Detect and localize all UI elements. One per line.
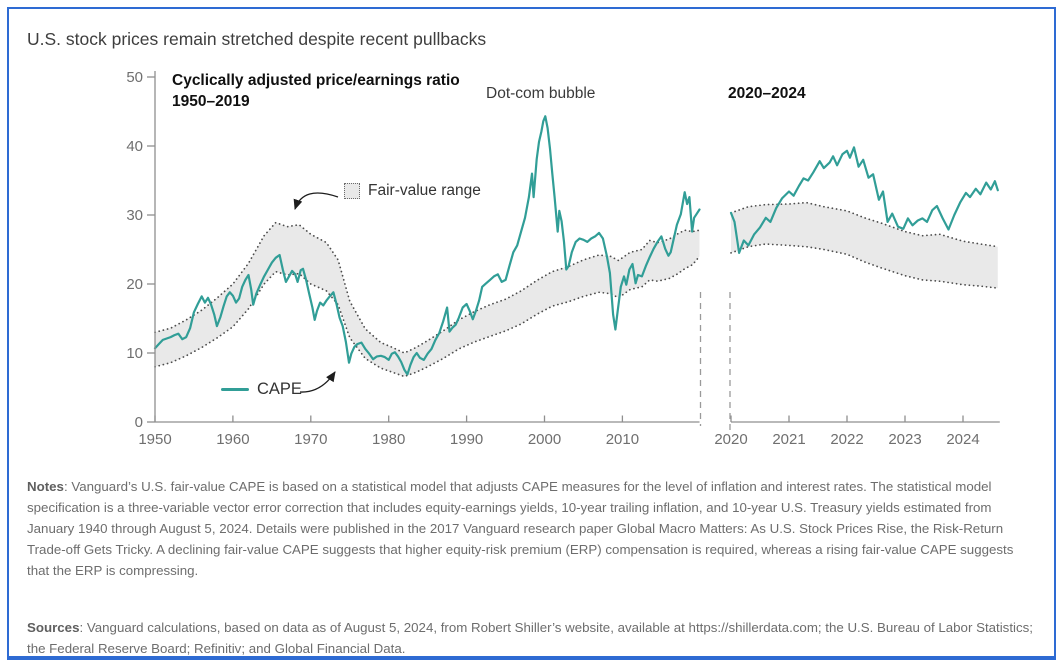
x-tick-label: 1980 (372, 431, 405, 448)
fair-value-band-fill (731, 202, 998, 289)
panel-break-dashed-lines (699, 292, 731, 434)
y-tick-label: 50 (126, 69, 143, 86)
y-tick-label: 0 (135, 414, 143, 431)
fair-value-band-top-dotted-edge (154, 221, 701, 354)
sources-paragraph: Sources: Vanguard calculations, based on… (27, 617, 1035, 659)
fair-value-band-left-panel (154, 221, 701, 378)
x-tick-label: 2024 (946, 431, 979, 448)
legend-cape-label: CAPE (257, 380, 302, 398)
cape-line-left-panel (153, 115, 701, 376)
fair-value-band-top-dotted-edge (730, 201, 999, 248)
chart-title-line2: 1950–2019 (172, 93, 250, 110)
legend-cape: CAPE (221, 380, 302, 399)
cape-line-swatch-icon (221, 388, 249, 391)
chart-title-line1: Cyclically adjusted price/earnings ratio (172, 72, 460, 89)
cape-series-line (153, 115, 701, 376)
legend-fair-value-label: Fair-value range (368, 182, 481, 199)
x-tick-label: 2020 (714, 431, 747, 448)
figure-title: U.S. stock prices remain stretched despi… (27, 29, 487, 49)
y-tick-label: 30 (126, 207, 143, 224)
chart-title-right: 2020–2024 (728, 85, 806, 102)
x-tick-label: 1990 (450, 431, 483, 448)
fair-value-band-fill (155, 222, 700, 377)
x-tick-label: 2021 (772, 431, 805, 448)
cape-series-line (729, 146, 999, 254)
x-tick-label: 1970 (294, 431, 327, 448)
sources-text: : Vanguard calculations, based on data a… (27, 620, 1033, 656)
fair-value-band-right-panel (730, 201, 999, 289)
notes-paragraph: Notes: Vanguard’s U.S. fair-value CAPE i… (27, 476, 1035, 581)
notes-text: : Vanguard’s U.S. fair-value CAPE is bas… (27, 479, 1014, 578)
cape-arrow (299, 371, 336, 393)
y-tick-label: 10 (126, 345, 143, 362)
y-tick-label: 40 (126, 138, 143, 155)
annotation-dotcom-bubble: Dot-com bubble (486, 85, 596, 102)
x-tick-label: 2022 (830, 431, 863, 448)
axes: 0 10 20 30 40 50 1950 1960 1970 1980 1990 2000 2010 2… (126, 69, 1000, 448)
legend-fair-value-range: Fair-value range (344, 182, 481, 200)
notes-label: Notes (27, 479, 64, 494)
cape-line-right-panel (729, 146, 999, 254)
fair-value-band-bottom-dotted-edge (154, 255, 701, 378)
y-tick-label: 20 (126, 276, 143, 293)
fair-value-band-bottom-dotted-edge (730, 243, 999, 289)
x-tick-label: 2010 (606, 431, 639, 448)
x-tick-label: 1950 (138, 431, 171, 448)
chart-title-left: Cyclically adjusted price/earnings ratio… (172, 70, 460, 112)
fair-value-range-swatch-icon (344, 183, 360, 199)
x-tick-label: 1960 (216, 431, 249, 448)
sources-label: Sources (27, 620, 80, 635)
x-tick-label: 2023 (888, 431, 921, 448)
x-tick-label: 2000 (528, 431, 561, 448)
fair-value-arrow (293, 192, 339, 210)
